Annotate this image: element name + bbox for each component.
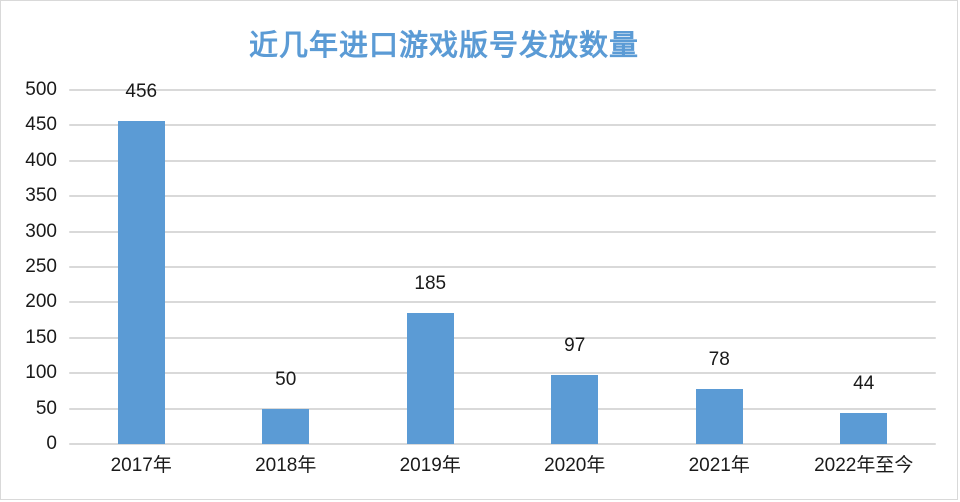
- x-tick-label-2018年: 2018年: [255, 455, 317, 476]
- gridline-400: [69, 159, 936, 162]
- gridline-250: [69, 266, 936, 268]
- x-tick-label-2019年: 2019年: [399, 455, 461, 476]
- y-tick-label-100: 100: [25, 362, 57, 384]
- gridline-200: [69, 301, 936, 304]
- x-tick-label-2021年: 2021年: [688, 455, 750, 476]
- y-tick-label-300: 300: [25, 220, 57, 242]
- bar-2020年: [551, 375, 599, 444]
- plot-area: [69, 89, 936, 445]
- y-tick-label-150: 150: [25, 326, 57, 348]
- gridline-100: [69, 372, 936, 375]
- chart-title: 近几年进口游戏版号发放数量: [248, 30, 639, 62]
- value-label-2020年: 97: [564, 335, 586, 357]
- bar-2019年: [406, 313, 454, 444]
- bar-2018年: [262, 408, 310, 444]
- gridline-300: [69, 230, 936, 233]
- y-tick-label-250: 250: [25, 256, 57, 277]
- bar-2017年: [117, 121, 165, 444]
- y-tick-label-350: 350: [25, 185, 57, 207]
- y-tick-label-400: 400: [25, 149, 57, 171]
- y-tick-label-500: 500: [25, 79, 57, 100]
- value-label-2017年: 456: [125, 81, 158, 103]
- y-tick-label-50: 50: [35, 397, 57, 419]
- gridline-350: [69, 195, 936, 198]
- gridline-50: [69, 407, 936, 410]
- bar-2021年: [695, 388, 743, 444]
- gridline-150: [69, 336, 936, 339]
- x-tick-label-2017年: 2017年: [110, 455, 172, 476]
- gridline-500: [69, 89, 936, 91]
- bar-2022年至今: [840, 412, 888, 444]
- x-tick-label-2022年至今: 2022年至今: [814, 455, 914, 476]
- y-tick-label-0: 0: [46, 433, 57, 454]
- value-label-2019年: 185: [414, 273, 447, 295]
- value-label-2022年至今: 44: [853, 372, 875, 394]
- value-label-2021年: 78: [708, 348, 730, 370]
- y-tick-label-200: 200: [25, 291, 57, 313]
- x-tick-label-2020年: 2020年: [544, 455, 606, 476]
- value-label-2018年: 50: [275, 368, 297, 390]
- gridline-450: [69, 124, 936, 127]
- y-tick-label-450: 450: [25, 114, 57, 136]
- x-axis-line: [69, 443, 936, 445]
